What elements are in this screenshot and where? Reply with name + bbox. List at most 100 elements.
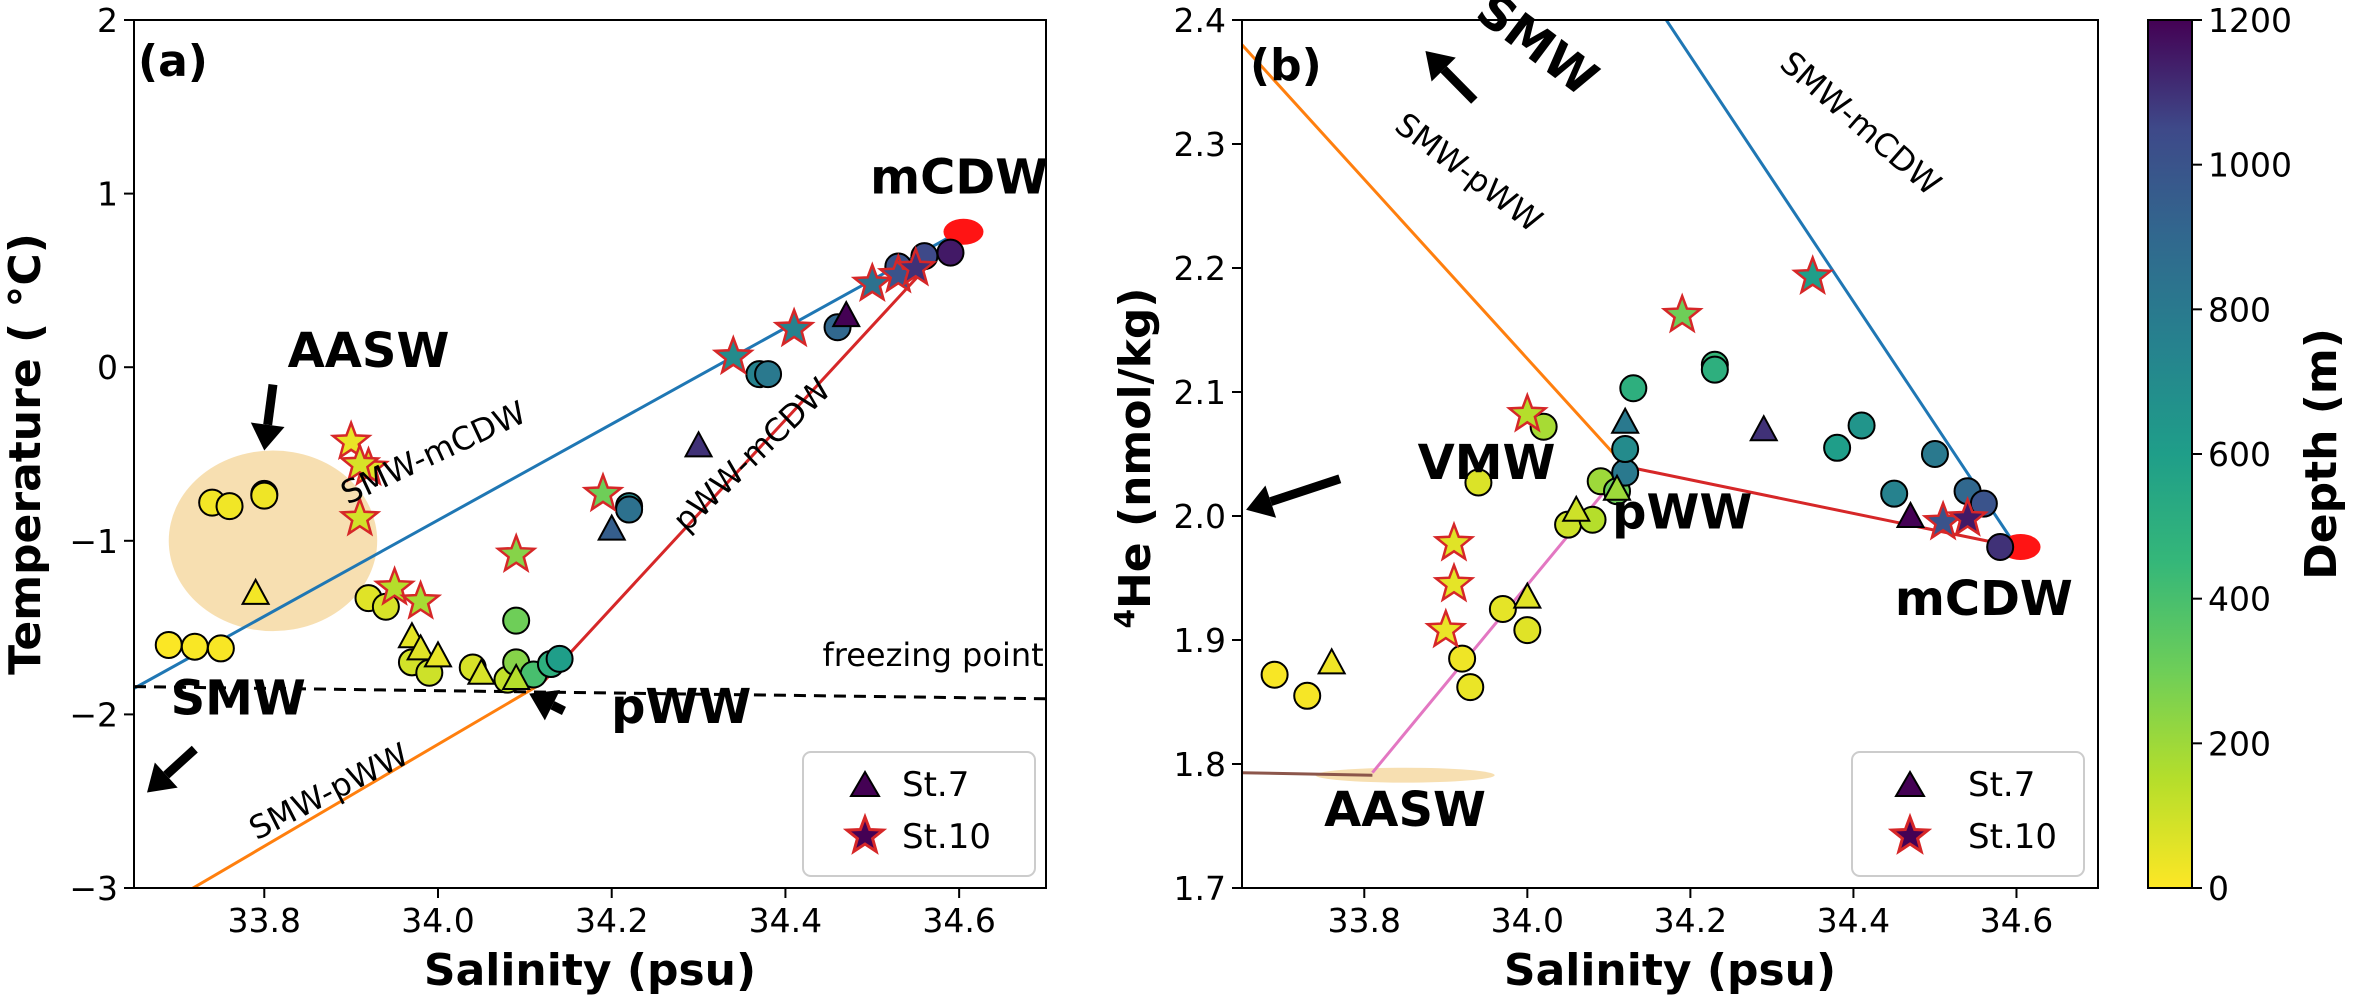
data-point-circle [1488,595,1517,623]
panel-b-xlabel: Salinity (psu) [1504,945,1836,996]
x-tick-label: 34.2 [575,901,648,940]
line-label: SMW-mCDW [1773,43,1949,203]
annotation-arrow-head [250,422,285,451]
data-point-circle [502,606,531,635]
data-point-st7 [466,657,497,685]
data-point-st10 [772,306,816,348]
mixing-line-aasw [1242,771,1373,777]
y-tick-label: −3 [69,869,118,908]
data-point-circle [1293,681,1322,710]
data-point-st10 [338,495,382,537]
data-point-circle [936,238,965,267]
mixing-line-smw-mcdw [1664,20,2018,548]
legend-star-marker [1887,812,1933,855]
data-point-st7 [1317,647,1347,675]
data-point-st10 [894,245,938,287]
legend-label-st7: St.7 [1968,765,2035,805]
freezing-point-line [134,685,1046,701]
data-point-circle [1464,468,1493,497]
data-point-circle [250,481,279,510]
data-point-circle [206,634,235,663]
y-tick-label: −1 [69,522,118,561]
data-point-st10 [711,334,755,376]
water-mass-label-smw: SMW [171,670,306,726]
data-point-circle [1823,433,1852,462]
line-label: SMW-pWW [1388,105,1549,240]
y-tick-label: 1.8 [1174,745,1226,784]
x-tick-label: 34.2 [1654,901,1727,940]
y-tick-label: 2.3 [1174,125,1226,164]
line-label: freezing point [823,636,1044,674]
annotation-arrow [263,383,278,426]
data-point-st7 [1610,406,1640,434]
x-tick-label: 34.4 [749,901,822,940]
mixing-line-smw-pww [1242,43,1627,468]
line-label: SMW-pWW [243,735,415,848]
annotation-arrow-head [1425,51,1456,82]
legend-triangle-marker [1894,770,1926,797]
x-tick-label: 33.8 [228,901,301,940]
colorbar-tick-label: 800 [2208,290,2271,329]
data-point-circle [1513,616,1542,645]
ylabel-text: He (nmol/kg) [1110,288,1161,610]
data-point-st10 [1791,254,1835,295]
panel-b: 33.8 34.0 34.2 34.4 34.6 1.7 1.8 1.9 2.0 2.1 2.2 2.… [1108,0,2099,996]
water-mass-label-aasw: AASW [1324,782,1486,838]
data-point-circle [1448,644,1477,673]
annotation-arrow-head [147,762,178,793]
colorbar-tick-label: 400 [2208,580,2271,619]
aasw-region [1315,767,1495,783]
x-tick-label: 34.6 [1980,901,2053,940]
data-point-circle [154,630,183,659]
data-point-st7 [423,640,453,668]
data-point-circle [1456,673,1485,702]
water-mass-label-pww: pWW [1612,484,1752,540]
data-point-circle [1700,355,1729,384]
mixing-line-smw-mcdw [134,230,960,690]
x-tick-label: 34.6 [922,901,995,940]
data-point-circle [1969,489,1998,518]
data-point-st7 [1602,473,1632,501]
annotation-arrow-head [1246,485,1277,518]
data-point-st7 [831,300,861,328]
ylabel-superscript: 4 [1108,609,1141,628]
data-point-st7 [1512,581,1543,609]
data-point-st7 [1561,494,1591,522]
data-point-st10 [1424,607,1468,649]
y-tick-label: 2 [97,1,118,40]
svg-text:4He (nmol/kg): 4He (nmol/kg) [1108,288,1161,629]
data-point-circle [545,644,574,673]
y-tick-label: 2.1 [1174,373,1226,412]
water-mass-label-mcdw: mCDW [1895,571,2073,627]
data-point-circle [1619,374,1648,403]
mixing-line-smw-pww [190,681,543,888]
y-tick-label: 2.2 [1174,249,1226,288]
data-point-st10 [581,471,625,513]
panel-b-ticks: 33.8 34.0 34.2 34.4 34.6 1.7 1.8 1.9 2.0 2.1 2.2 2.… [1174,1,2054,940]
colorbar-ticks: 0 200 400 600 800 1000 1200 [2192,1,2292,908]
panel-b-legend: St.7 St.10 [1851,751,2085,877]
mixing-line-pww-mcdw [541,230,961,685]
panel-b-plot-area [1242,20,2041,783]
colorbar-tick-label: 200 [2208,724,2271,763]
legend-label-st10: St.10 [902,817,991,857]
annotation-arrow [1269,474,1342,506]
data-point-circle [1847,411,1876,440]
y-tick-label: 1.9 [1174,621,1226,660]
colorbar-tick-label: 1200 [2208,1,2292,40]
colorbar-label: Depth (m) [2296,328,2347,580]
panel-a-label: (a) [138,36,208,87]
data-point-st7 [1895,500,1926,528]
panel-a-legend: St.7 St.10 [802,751,1036,877]
data-point-circle [215,492,244,521]
data-point-circle [1260,660,1289,689]
panel-a-plot-area [134,218,1046,888]
panel-a-xlabel: Salinity (psu) [424,945,756,996]
data-point-st7 [597,513,627,541]
y-tick-label: 1 [97,175,118,214]
data-point-st10 [329,419,373,461]
colorbar-bar [2147,19,2193,889]
colorbar-tick-label: 600 [2208,435,2271,474]
data-point-st7 [501,662,531,690]
data-point-st10 [1505,391,1549,433]
